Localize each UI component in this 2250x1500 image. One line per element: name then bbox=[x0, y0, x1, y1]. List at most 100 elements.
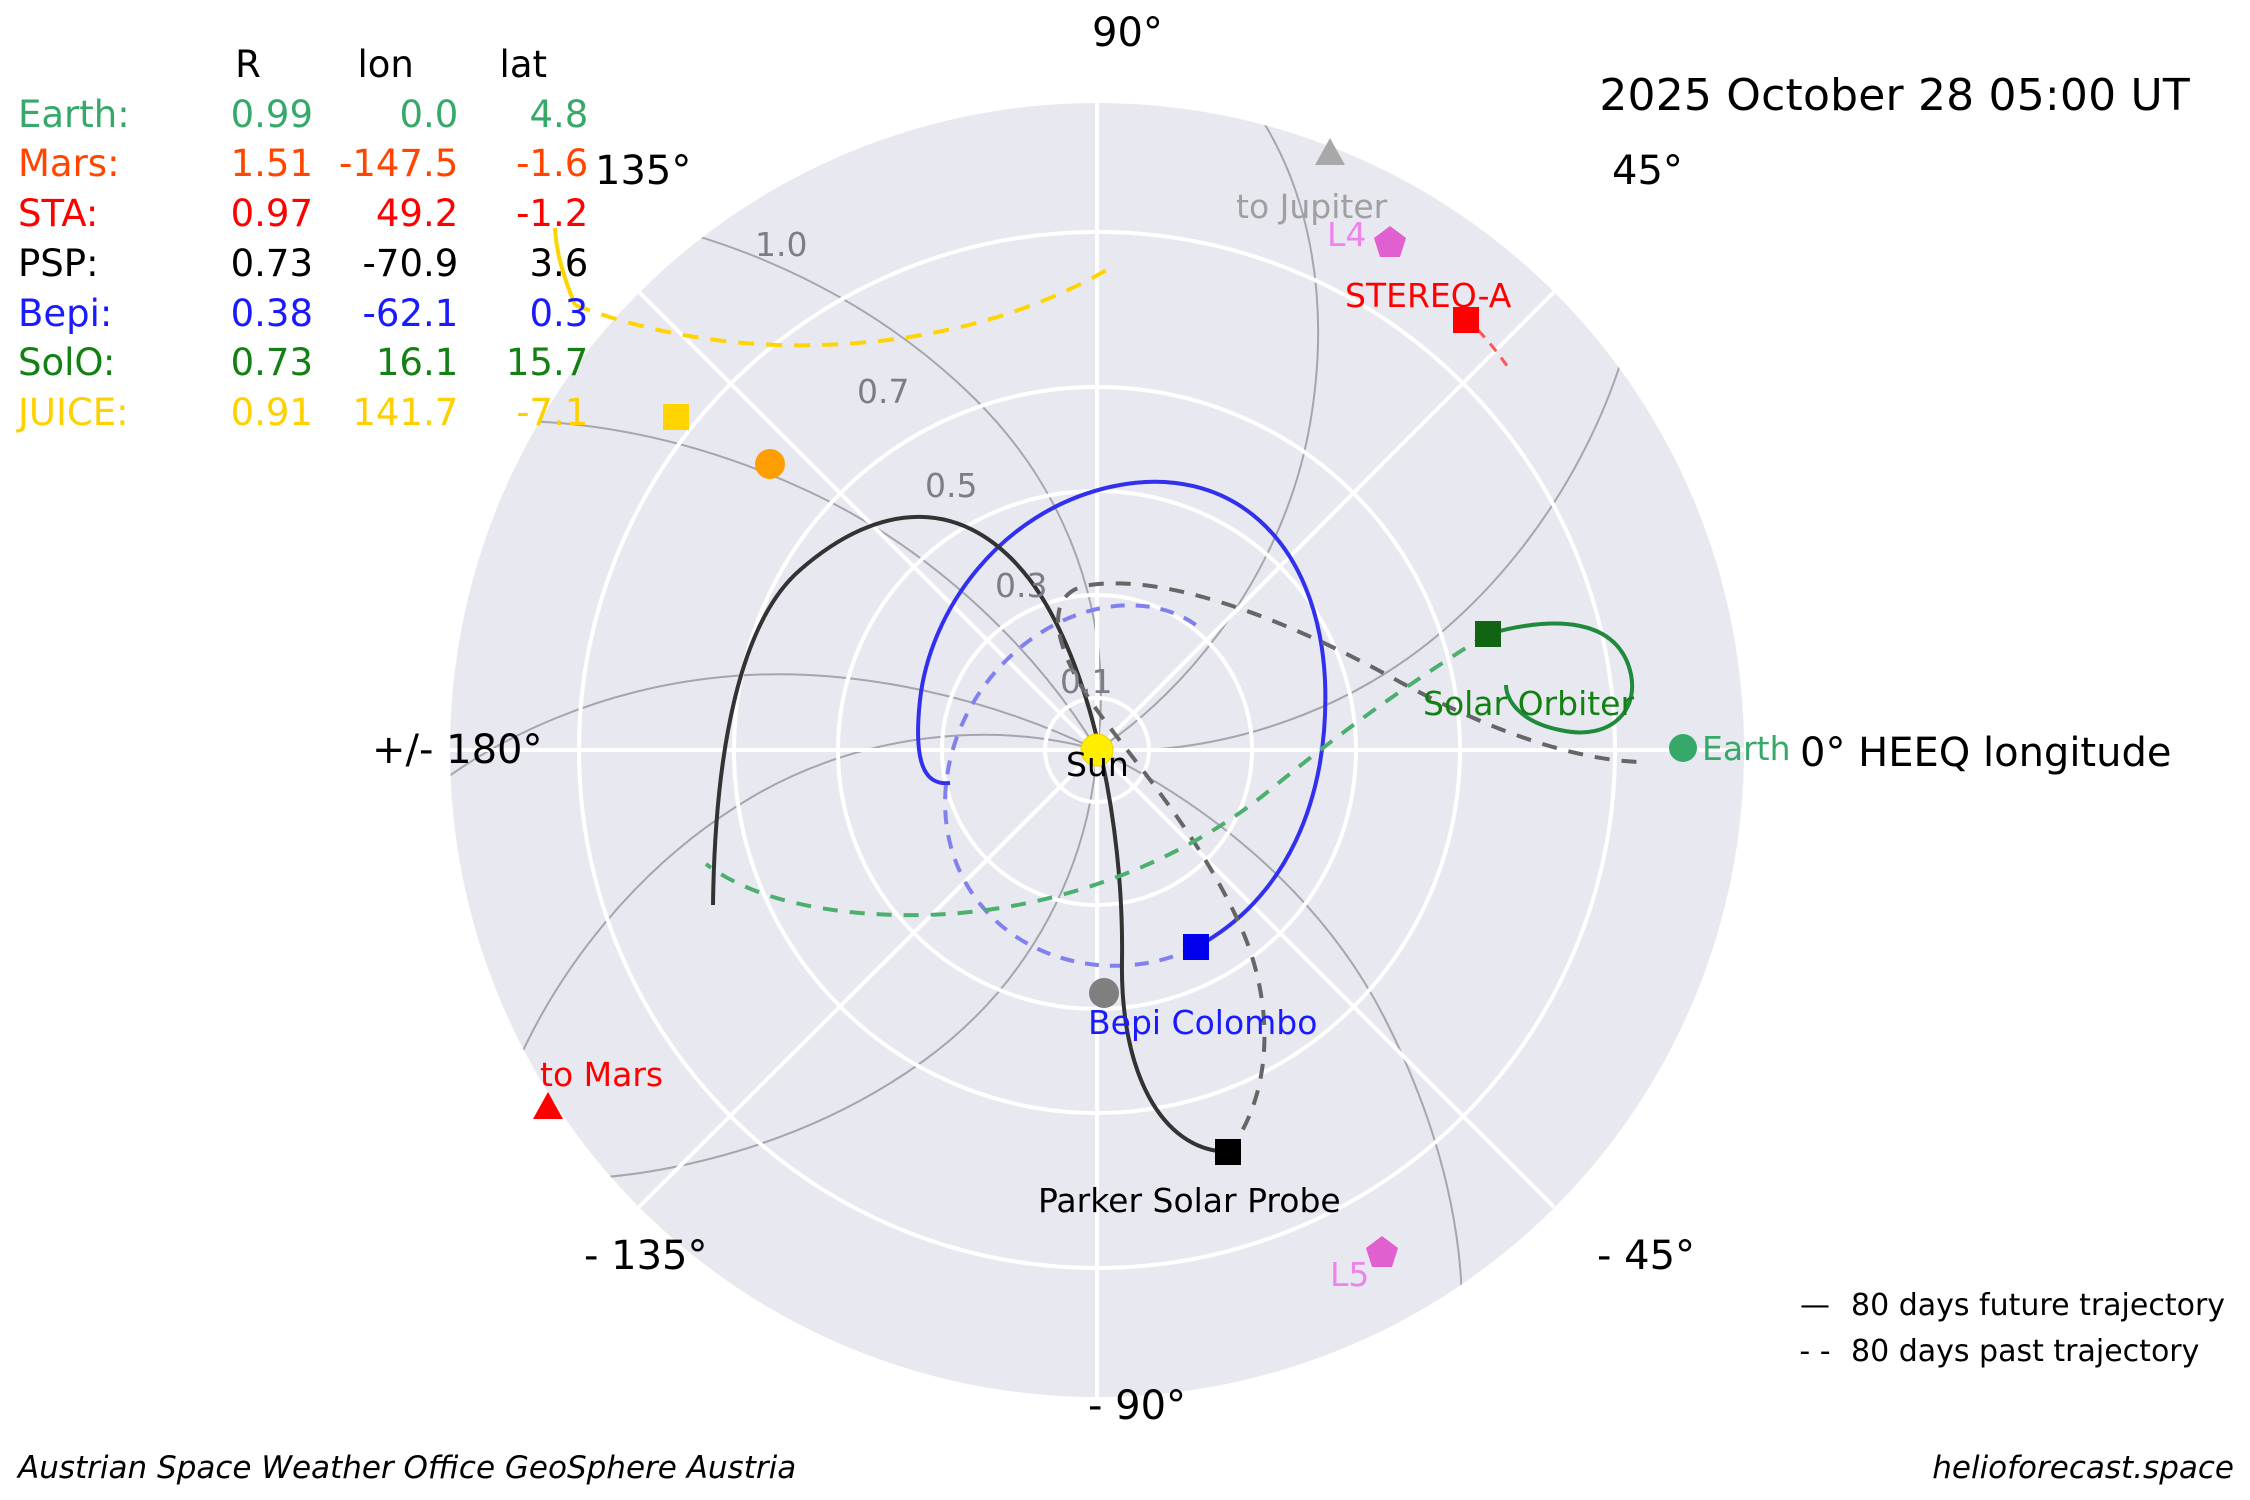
bepi-colombo-marker[interactable] bbox=[1183, 934, 1209, 960]
legend-label-1: 80 days past trajectory bbox=[1851, 1333, 2200, 1369]
object-label-solar-orbiter: Solar Orbiter bbox=[1423, 684, 1635, 723]
l4-marker[interactable] bbox=[1374, 226, 1406, 257]
page-title: 2025 October 28 05:00 UT bbox=[1599, 70, 2190, 121]
stereo-a-marker[interactable] bbox=[1453, 307, 1479, 333]
legend-glyph-1: - - bbox=[1799, 1333, 1831, 1369]
cell-name: Bepi: bbox=[18, 291, 113, 335]
object-label-to-jupiter: to Jupiter bbox=[1236, 187, 1388, 226]
heeq-longitude-label: 0° HEEQ longitude bbox=[1800, 730, 2172, 776]
cell-R: 0.38 bbox=[230, 291, 313, 335]
cell-R: 0.73 bbox=[230, 341, 313, 385]
object-label-stereo-a: STEREO-A bbox=[1345, 276, 1512, 315]
object-label-sun: Sun bbox=[1066, 745, 1129, 784]
header-r: R bbox=[235, 43, 261, 86]
bepi-future-trajectory bbox=[916, 479, 1328, 949]
header-name bbox=[18, 40, 183, 90]
cell-R: 0.91 bbox=[230, 391, 313, 435]
mercury-marker[interactable] bbox=[1089, 978, 1119, 1008]
table-row: SolO: 0.73 16.1 15.7 bbox=[18, 338, 588, 388]
radial-label-4: 0.1 bbox=[1060, 662, 1113, 701]
juice-marker[interactable] bbox=[663, 404, 689, 430]
radial-spokes bbox=[450, 103, 1744, 1397]
legend-glyph-0: — bbox=[1800, 1287, 1830, 1323]
cell-name: Mars: bbox=[18, 142, 120, 186]
object-label-parker-solar-probe: Parker Solar Probe bbox=[1038, 1181, 1341, 1220]
object-label-earth: Earth bbox=[1702, 729, 1791, 768]
angle-label-6: - 90° bbox=[1088, 1383, 1187, 1429]
table-row: JUICE: 0.91 141.7 -7.1 bbox=[18, 388, 588, 438]
table-row: Mars: 1.51 -147.5 -1.6 bbox=[18, 139, 588, 189]
angle-label-5: - 45° bbox=[1597, 1233, 1696, 1279]
solar-orbiter-marker[interactable] bbox=[1475, 621, 1501, 647]
angle-label-2: 45° bbox=[1612, 148, 1683, 194]
sun-marker[interactable] bbox=[1080, 733, 1114, 767]
radial-label-0: 1.0 bbox=[755, 225, 808, 264]
cell-lon: 141.7 bbox=[352, 391, 459, 435]
table-row: Bepi: 0.38 -62.1 0.3 bbox=[18, 289, 588, 339]
psp-marker[interactable] bbox=[1215, 1139, 1241, 1165]
cell-name: SolO: bbox=[18, 341, 116, 385]
cell-lat: -1.6 bbox=[516, 142, 589, 186]
table-row: Earth: 0.99 0.0 4.8 bbox=[18, 90, 588, 140]
cell-lon: -70.9 bbox=[362, 241, 459, 285]
cell-lat: 3.6 bbox=[529, 241, 589, 285]
header-lon: lon bbox=[357, 43, 414, 86]
cell-name: JUICE: bbox=[18, 391, 129, 435]
cell-lon: 0.0 bbox=[399, 92, 459, 136]
cell-lon: 49.2 bbox=[375, 192, 459, 236]
cell-lat: -7.1 bbox=[516, 391, 589, 435]
angle-label-1: 135° bbox=[595, 148, 692, 194]
cell-name: STA: bbox=[18, 192, 99, 236]
footer-right: helioforecast.space bbox=[1932, 1450, 2234, 1486]
cell-R: 0.73 bbox=[230, 241, 313, 285]
psp-future-trajectory bbox=[711, 514, 1229, 1154]
earth-marker[interactable] bbox=[1669, 734, 1697, 762]
cell-lat: -1.2 bbox=[516, 192, 589, 236]
cell-lon: 16.1 bbox=[375, 341, 459, 385]
cell-lat: 0.3 bbox=[529, 291, 589, 335]
table-header-row: R lon lat bbox=[18, 40, 588, 90]
solo-future-trajectory bbox=[1487, 621, 1635, 735]
venus-marker[interactable] bbox=[755, 449, 785, 479]
cell-R: 1.51 bbox=[230, 142, 313, 186]
juice-future-trajectory bbox=[553, 227, 577, 306]
radial-label-2: 0.5 bbox=[925, 466, 978, 505]
footer-left: Austrian Space Weather Office GeoSphere … bbox=[18, 1450, 797, 1486]
object-label-l5: L5 bbox=[1330, 1255, 1370, 1294]
cell-R: 0.97 bbox=[230, 192, 313, 236]
angle-label-3: +/- 180° bbox=[372, 727, 543, 773]
table-body: Earth: 0.99 0.0 4.8 Mars: 1.51 -147.5 -1.6 STA: 0… bbox=[18, 90, 588, 438]
table-row: STA: 0.97 49.2 -1.2 bbox=[18, 189, 588, 239]
table-row: PSP: 0.73 -70.9 3.6 bbox=[18, 239, 588, 289]
angle-label-4: - 135° bbox=[584, 1233, 708, 1279]
grid-group bbox=[450, 103, 1744, 1397]
legend-item-1: - - 80 days past trajectory bbox=[1785, 1328, 2225, 1374]
object-label-l4: L4 bbox=[1327, 215, 1367, 254]
object-label-bepi-colombo: Bepi Colombo bbox=[1088, 1003, 1318, 1042]
object-label-to-mars: to Mars bbox=[540, 1055, 664, 1094]
radial-label-3: 0.3 bbox=[995, 566, 1048, 605]
radial-label-1: 0.7 bbox=[857, 372, 910, 411]
cell-lat: 4.8 bbox=[529, 92, 589, 136]
cell-lon: -62.1 bbox=[362, 291, 459, 335]
trajectory-legend: — 80 days future trajectory - - 80 days pas… bbox=[1785, 1282, 2225, 1374]
to-mars-marker[interactable] bbox=[533, 1092, 563, 1119]
cell-name: Earth: bbox=[18, 92, 130, 136]
stereo-a-past-trajectory bbox=[1476, 328, 1512, 371]
cell-R: 0.99 bbox=[230, 92, 313, 136]
l5-marker[interactable] bbox=[1366, 1236, 1398, 1267]
parker-spiral-grid bbox=[450, 103, 1640, 1359]
angle-label-0: 90° bbox=[1092, 10, 1163, 56]
legend-label-0: 80 days future trajectory bbox=[1851, 1287, 2226, 1323]
legend-item-0: — 80 days future trajectory bbox=[1785, 1282, 2225, 1328]
position-table: R lon lat Earth: 0.99 0.0 4.8 Mars: 1.51 -147.… bbox=[18, 40, 588, 438]
cell-name: PSP: bbox=[18, 241, 99, 285]
cell-lon: -147.5 bbox=[339, 142, 459, 186]
to-jupiter-marker[interactable] bbox=[1315, 138, 1345, 165]
trajectories bbox=[553, 227, 1641, 1154]
cell-lat: 15.7 bbox=[505, 341, 589, 385]
header-lat: lat bbox=[499, 43, 548, 86]
psp-past-trajectory bbox=[1056, 581, 1641, 1154]
